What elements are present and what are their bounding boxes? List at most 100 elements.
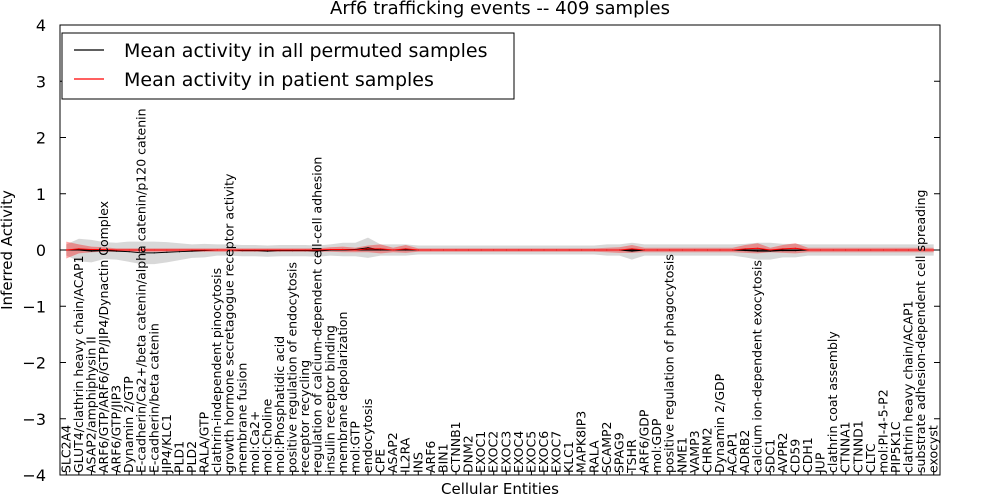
x-tick-label: ACAP1 bbox=[725, 432, 740, 473]
data-point bbox=[794, 249, 797, 252]
x-tick-label: IL2RA bbox=[398, 437, 413, 473]
x-tick-label: mol:GTP bbox=[347, 421, 362, 473]
x-tick-label: PLD2 bbox=[184, 441, 199, 473]
data-point bbox=[895, 249, 897, 251]
x-tick-label: ADRB2 bbox=[737, 430, 752, 473]
data-point bbox=[480, 249, 482, 251]
x-tick-label: CDH1 bbox=[800, 437, 815, 473]
x-tick-label: NME1 bbox=[674, 437, 689, 473]
data-point bbox=[769, 249, 771, 251]
x-tick-label: EXOC4 bbox=[511, 431, 526, 473]
x-tick-label: EXOC3 bbox=[498, 431, 513, 473]
data-point bbox=[555, 249, 558, 251]
data-point bbox=[417, 249, 419, 251]
data-point bbox=[266, 250, 269, 252]
data-point bbox=[907, 249, 910, 251]
data-point bbox=[782, 249, 784, 252]
x-tick-label: mol:GDP bbox=[649, 418, 664, 473]
data-point bbox=[229, 249, 231, 251]
data-point bbox=[405, 248, 407, 250]
data-point bbox=[719, 249, 721, 251]
data-point bbox=[216, 249, 218, 251]
x-tick-label: regulation of calcium-dependent cell-cel… bbox=[310, 157, 325, 473]
data-point bbox=[254, 249, 256, 251]
data-point bbox=[769, 250, 771, 252]
x-tick-label: E-cadherin/beta catenin bbox=[146, 323, 161, 473]
x-tick-label: CPE bbox=[373, 449, 388, 473]
x-tick-label: EXOC2 bbox=[486, 431, 501, 473]
data-point bbox=[141, 249, 143, 251]
data-point bbox=[128, 251, 130, 253]
legend: Mean activity in all permuted samples Me… bbox=[61, 32, 515, 100]
y-tick-label: 1 bbox=[36, 185, 46, 204]
data-point bbox=[115, 249, 118, 251]
data-point bbox=[920, 249, 922, 251]
x-tick-label: PLD1 bbox=[171, 441, 186, 473]
data-point bbox=[794, 247, 797, 249]
x-tick-label: ARF6/GTP/JIP3 bbox=[109, 385, 124, 473]
x-tick-label: calcium ion-dependent exocytosis bbox=[750, 260, 765, 473]
data-point bbox=[141, 252, 143, 254]
x-tick-label: PIP5K1C bbox=[888, 421, 903, 473]
data-point bbox=[203, 249, 206, 251]
data-point bbox=[744, 249, 746, 252]
data-point bbox=[342, 248, 344, 251]
legend-label-permuted: Mean activity in all permuted samples bbox=[124, 40, 487, 62]
x-tick-label: EXOC5 bbox=[523, 431, 538, 473]
x-tick-label: Dynamin 2/GDP bbox=[712, 373, 727, 473]
data-point bbox=[568, 249, 570, 251]
x-tick-label: Dynamin 2/GTP bbox=[121, 376, 136, 473]
x-tick-label: positive regulation of phagocytosis bbox=[662, 254, 677, 473]
data-point bbox=[467, 249, 470, 251]
x-tick-label: RALA/GTP bbox=[197, 411, 212, 473]
data-point bbox=[367, 247, 369, 249]
x-tick-label: EXOC7 bbox=[549, 431, 564, 473]
x-tick-label: SDC1 bbox=[762, 439, 777, 473]
data-point bbox=[279, 249, 281, 251]
series-line-1 bbox=[66, 247, 934, 251]
legend-label-patient: Mean activity in patient samples bbox=[124, 69, 434, 91]
data-point bbox=[178, 251, 181, 253]
x-tick-label: GLUT4/clathrin heavy chain/ACAP1 bbox=[71, 255, 86, 473]
x-tick-label: JUP bbox=[813, 452, 828, 474]
x-tick-label: BIN1 bbox=[435, 443, 450, 473]
data-point bbox=[304, 249, 306, 251]
y-tick-label: −1 bbox=[22, 297, 46, 316]
x-tick-label: ASAP2 bbox=[385, 432, 400, 473]
x-tick-label: CTNND1 bbox=[850, 420, 865, 473]
x-tick-label: ARF6/GTP/ARF6/GTP/JIP4/Dynactin Complex bbox=[96, 201, 111, 473]
data-point bbox=[191, 250, 193, 252]
data-point bbox=[706, 249, 709, 251]
x-tick-label: clathrin-independent pinocytosis bbox=[209, 268, 224, 473]
y-tick-label: −3 bbox=[22, 410, 46, 429]
x-tick-label: exocyst bbox=[926, 425, 941, 473]
data-point bbox=[581, 249, 583, 251]
data-point bbox=[631, 250, 633, 252]
data-point bbox=[103, 249, 105, 252]
data-point bbox=[317, 250, 319, 252]
x-tick-label: endocytosis bbox=[360, 398, 375, 473]
data-point bbox=[354, 249, 357, 251]
x-tick-label: mol:Phosphatidic acid bbox=[272, 336, 287, 473]
x-tick-label: positive regulation of endocytosis bbox=[285, 262, 300, 473]
data-point bbox=[379, 249, 382, 251]
x-tick-label: mol:Choline bbox=[259, 398, 274, 473]
data-point bbox=[744, 248, 746, 250]
data-point bbox=[153, 249, 155, 251]
x-tick-label: membrane fusion bbox=[234, 363, 249, 473]
legend-box bbox=[61, 32, 515, 100]
x-tick-label: CTNNB1 bbox=[448, 421, 463, 473]
data-point bbox=[643, 249, 646, 251]
x-tick-label: SLC2A4 bbox=[58, 425, 73, 473]
data-point bbox=[442, 249, 445, 251]
data-point bbox=[832, 249, 834, 251]
data-point bbox=[379, 248, 382, 250]
x-tick-label: EXOC6 bbox=[536, 431, 551, 473]
data-point bbox=[178, 249, 181, 251]
data-point bbox=[782, 248, 784, 250]
data-point bbox=[430, 249, 432, 251]
data-point bbox=[757, 250, 759, 252]
x-tick-label: clathrin heavy chain/ACAP1 bbox=[901, 300, 916, 473]
x-tick-label: mol:PI-4-5-P2 bbox=[875, 389, 890, 473]
data-point bbox=[367, 248, 369, 250]
